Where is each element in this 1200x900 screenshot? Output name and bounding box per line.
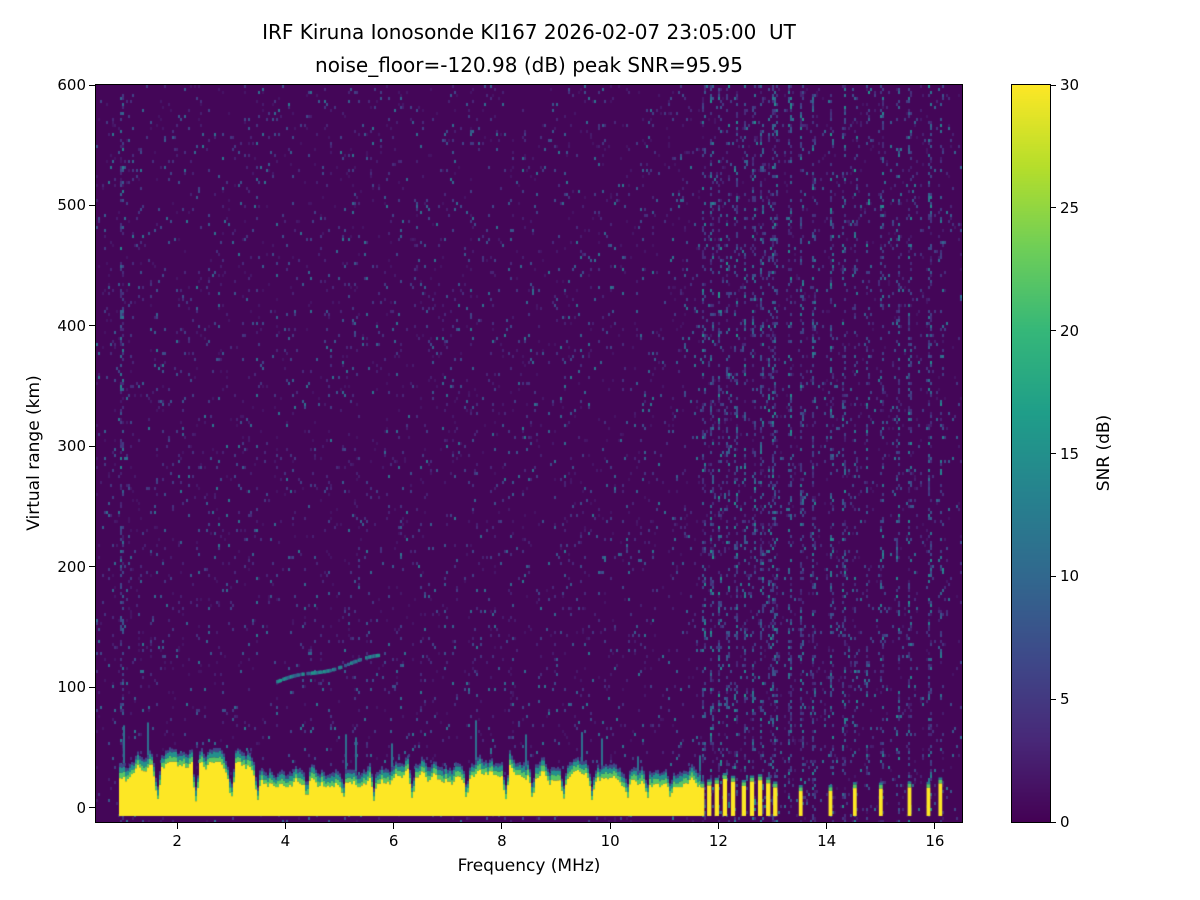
colorbar-tick-mark — [1051, 698, 1056, 700]
ionogram-heatmap-canvas — [96, 85, 962, 822]
chart-title: IRF Kiruna Ionosonde KI167 2026-02-07 23… — [262, 20, 796, 44]
y-tick-mark — [89, 686, 95, 688]
y-tick-label: 0 — [76, 798, 86, 817]
x-tick-mark — [393, 823, 395, 829]
y-tick-label: 200 — [57, 557, 86, 576]
colorbar-tick-mark — [1051, 821, 1056, 823]
colorbar-tick-label: 15 — [1060, 444, 1080, 463]
y-tick-mark — [89, 445, 95, 447]
x-tick-mark — [609, 823, 611, 829]
x-tick-mark — [934, 823, 936, 829]
chart-subtitle: noise_floor=-120.98 (dB) peak SNR=95.95 — [315, 53, 743, 77]
x-axis-label: Frequency (MHz) — [457, 856, 601, 876]
x-tick-mark — [284, 823, 286, 829]
x-tick-mark — [176, 823, 178, 829]
colorbar-tick-label: 10 — [1060, 567, 1080, 586]
x-tick-label: 12 — [708, 832, 728, 850]
colorbar-tick-label: 25 — [1060, 198, 1080, 217]
y-tick-mark — [89, 566, 95, 568]
y-tick-label: 100 — [57, 678, 86, 697]
colorbar-tick-mark — [1051, 330, 1056, 332]
x-tick-mark — [717, 823, 719, 829]
x-tick-mark — [826, 823, 828, 829]
x-tick-label: 16 — [925, 832, 945, 850]
y-tick-label: 400 — [57, 316, 86, 335]
x-tick-label: 14 — [817, 832, 837, 850]
y-tick-mark — [89, 204, 95, 206]
colorbar-tick-mark — [1051, 84, 1056, 86]
colorbar-tick-label: 20 — [1060, 321, 1080, 340]
y-tick-mark — [89, 325, 95, 327]
colorbar-tick-label: 30 — [1060, 76, 1080, 94]
colorbar — [1011, 84, 1051, 823]
x-tick-label: 10 — [600, 832, 620, 850]
colorbar-gradient-canvas — [1012, 85, 1050, 822]
x-tick-label: 2 — [172, 832, 182, 850]
colorbar-tick-label: 5 — [1060, 690, 1070, 709]
x-tick-mark — [501, 823, 503, 829]
colorbar-tick-mark — [1051, 207, 1056, 209]
x-tick-label: 4 — [280, 832, 291, 850]
colorbar-tick-mark — [1051, 453, 1056, 454]
colorbar-tick-label: 0 — [1060, 813, 1070, 831]
plot-area — [95, 84, 963, 823]
y-tick-label: 300 — [57, 437, 86, 456]
y-tick-mark — [89, 807, 95, 809]
y-tick-label: 500 — [57, 196, 86, 215]
y-tick-mark — [89, 84, 95, 86]
x-tick-label: 8 — [497, 832, 507, 850]
colorbar-tick-mark — [1051, 575, 1056, 577]
x-tick-label: 6 — [388, 832, 399, 850]
y-tick-label: 600 — [57, 76, 86, 94]
